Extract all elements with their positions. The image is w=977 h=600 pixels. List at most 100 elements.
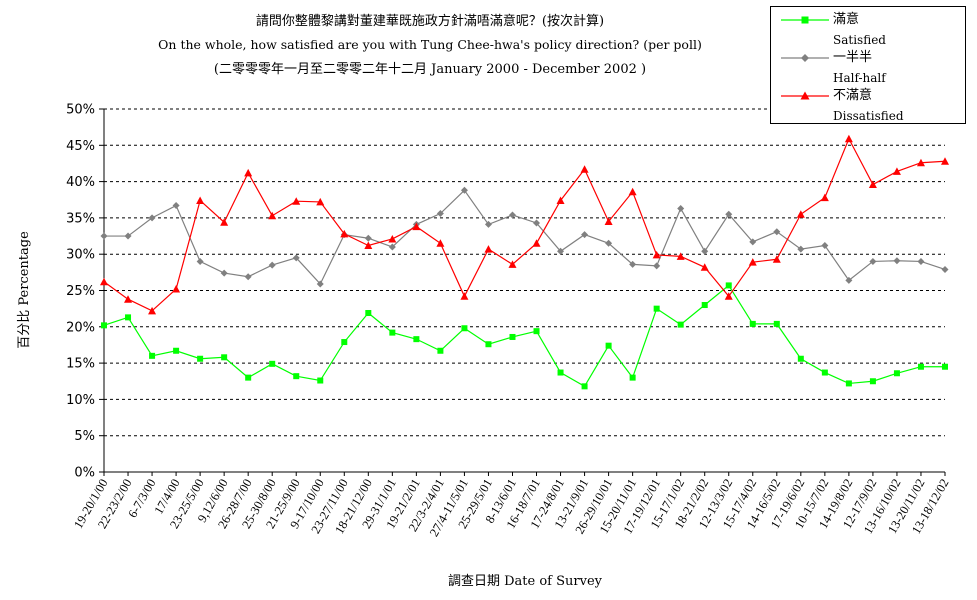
legend-label-half-half-zh: 一半半 <box>833 50 873 65</box>
data-point <box>293 373 300 380</box>
data-point <box>749 320 756 327</box>
data-point <box>148 214 156 222</box>
data-point <box>797 355 804 362</box>
data-point <box>436 210 444 218</box>
series-0 <box>101 282 948 390</box>
data-point <box>942 363 948 370</box>
data-point <box>292 254 300 262</box>
data-point <box>748 258 757 266</box>
data-point <box>197 355 204 362</box>
data-point <box>533 328 540 335</box>
data-point <box>340 229 349 238</box>
data-point <box>916 158 925 167</box>
legend-label-satisfied-zh: 滿意 <box>833 12 860 27</box>
data-point <box>364 241 373 249</box>
data-point <box>605 342 612 349</box>
legend-marker-dissatisfied <box>781 91 829 100</box>
data-point <box>245 374 252 381</box>
y-tick-label: 15% <box>66 357 95 372</box>
data-point <box>676 252 685 260</box>
legend-label-dissatisfied-en: Dissatisfied <box>833 109 904 123</box>
data-point <box>557 369 564 376</box>
gridlines <box>99 108 945 473</box>
data-point <box>652 250 661 259</box>
legend: 滿意 Satisfied 一半半 Half-half 不滿意 Dissatisf… <box>770 6 966 124</box>
data-point <box>172 202 180 210</box>
data-point <box>148 306 157 315</box>
chart-title-chinese: 請問你整體黎講對董建華既施政方針滿唔滿意呢？(按次計算) <box>255 14 605 29</box>
axes <box>103 109 946 476</box>
data-point <box>436 239 445 247</box>
data-point <box>173 347 180 354</box>
data-point <box>460 292 469 300</box>
y-axis-label: 百分比 Percentage <box>17 231 32 349</box>
series-line <box>104 189 946 286</box>
data-point <box>437 347 444 354</box>
data-point <box>316 197 325 206</box>
data-point <box>653 262 661 270</box>
x-axis-label: 調查日期 Date of Survey <box>448 574 603 589</box>
data-point <box>725 210 733 218</box>
data-point <box>196 196 205 204</box>
data-point <box>845 380 852 387</box>
data-point <box>796 210 805 218</box>
x-tick-labels: 19-20/1/0022-23/2/006-7/3/0017/4/0023-25… <box>71 477 952 540</box>
series-1 <box>100 186 949 288</box>
data-point <box>149 352 156 359</box>
data-point <box>268 261 276 269</box>
series-line <box>103 137 946 312</box>
data-point <box>413 336 420 343</box>
data-point <box>484 220 492 228</box>
data-point <box>557 247 565 255</box>
legend-marker-half-half <box>781 54 829 62</box>
y-tick-label: 30% <box>66 248 95 263</box>
data-point <box>581 383 588 390</box>
data-point <box>460 186 468 194</box>
y-tick-label: 0% <box>74 466 95 481</box>
data-point <box>892 167 901 175</box>
data-point <box>628 187 637 196</box>
legend-label-satisfied-en: Satisfied <box>833 33 886 47</box>
data-point <box>701 302 708 309</box>
data-point <box>580 165 589 173</box>
data-point <box>773 320 780 327</box>
data-point <box>604 217 613 226</box>
legend-label-dissatisfied-zh: 不滿意 <box>833 88 873 103</box>
data-point <box>124 232 132 240</box>
data-point <box>556 196 565 204</box>
data-point <box>605 239 613 247</box>
data-point <box>821 241 829 249</box>
data-point <box>820 193 829 202</box>
data-point <box>941 265 949 273</box>
chart-subtitle: (二零零零年一月至二零零二年十二月 January 2000 - Decembe… <box>213 62 647 77</box>
series-line <box>103 284 945 388</box>
data-point <box>196 257 204 265</box>
y-tick-label: 20% <box>66 320 95 335</box>
data-point <box>364 234 372 242</box>
data-point <box>868 180 877 189</box>
data-point <box>508 260 517 268</box>
data-point <box>317 377 324 384</box>
y-tick-label: 45% <box>66 139 95 154</box>
data-point <box>797 245 805 253</box>
data-series <box>100 134 949 390</box>
data-point <box>845 276 853 284</box>
data-point <box>893 257 901 265</box>
data-point <box>917 257 925 265</box>
data-point <box>677 204 685 212</box>
data-point <box>389 329 396 336</box>
data-point <box>700 263 709 271</box>
y-tick-label: 40% <box>66 175 95 190</box>
legend-item-dissatisfied: 不滿意 Dissatisfied <box>771 85 967 123</box>
data-point <box>893 370 900 377</box>
y-tick-label: 50% <box>66 103 95 118</box>
data-point <box>220 218 229 226</box>
data-point <box>701 247 709 255</box>
legend-item-satisfied: 滿意 Satisfied <box>771 9 967 47</box>
data-point <box>724 292 733 300</box>
data-point <box>869 257 877 265</box>
data-point <box>821 369 828 376</box>
data-point <box>292 197 301 205</box>
data-point <box>388 234 397 243</box>
